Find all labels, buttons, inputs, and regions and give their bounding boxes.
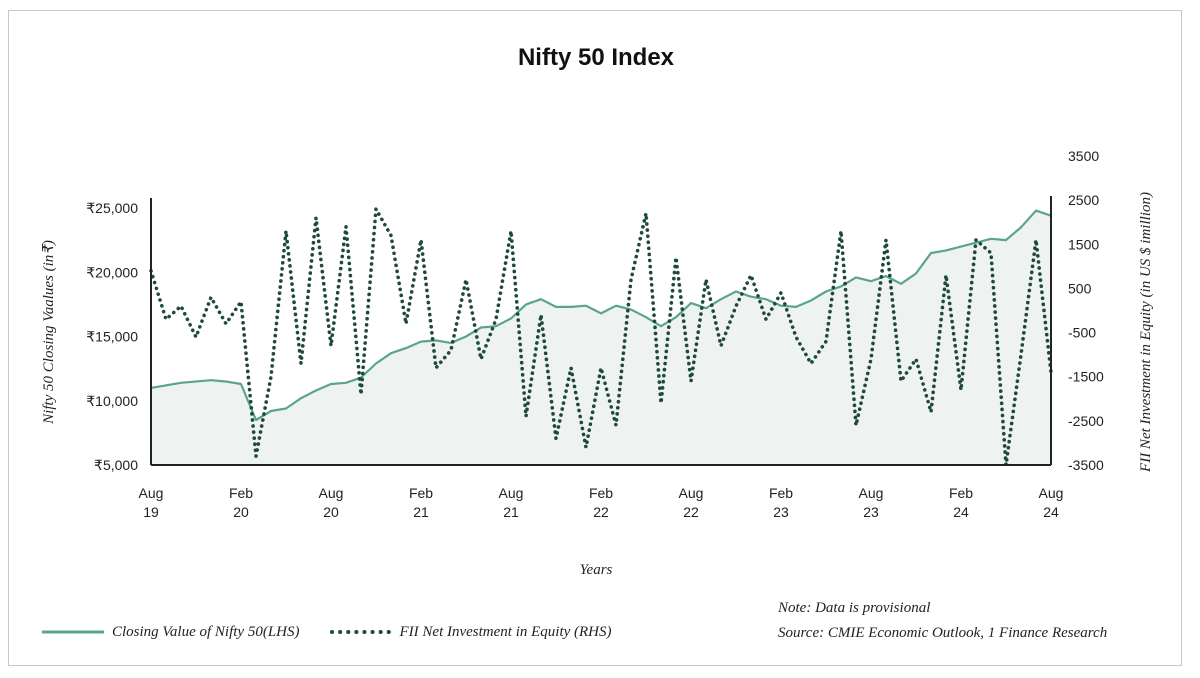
legend-item-fii: FII Net Investment in Equity (RHS) [329, 623, 612, 641]
source-text: Source: CMIE Economic Outlook, 1 Finance… [778, 625, 1108, 641]
right-axis-label: FII Net Investment in Equity (in US $ im… [1138, 192, 1154, 473]
right-tick-label: 2500 [1068, 192, 1099, 208]
right-tick-label: 3500 [1068, 148, 1099, 164]
left-tick-label: ₹5,000 [94, 457, 138, 473]
x-tick-label: Aug [1039, 485, 1064, 501]
x-tick-label: 23 [773, 504, 789, 520]
chart-title: Nifty 50 Index [517, 44, 675, 71]
chart-notes: Note: Data is provisional Source: CMIE E… [778, 596, 1107, 646]
left-tick-label: ₹10,000 [86, 393, 138, 409]
nifty-area [151, 210, 1051, 465]
left-tick-label: ₹25,000 [86, 200, 138, 216]
right-tick-label: -1500 [1068, 369, 1104, 385]
right-tick-label: -3500 [1068, 457, 1104, 473]
legend-item-nifty: Closing Value of Nifty 50(LHS) [42, 624, 300, 641]
left-tick-label: ₹20,000 [86, 264, 138, 280]
x-tick-label: 20 [323, 504, 339, 520]
x-tick-label: 23 [863, 504, 879, 520]
left-tick-label: ₹15,000 [86, 329, 138, 345]
x-tick-label: 19 [143, 504, 159, 520]
x-axis-label: Years [580, 562, 613, 578]
legend-swatch-solid [42, 630, 104, 634]
nifty-line [150, 209, 1052, 422]
right-tick-label: 500 [1068, 280, 1092, 296]
x-tick-label: 20 [233, 504, 249, 520]
note-text: Note: Data is provisional [778, 600, 931, 616]
x-tick-label: Feb [949, 485, 973, 501]
x-tick-label: Aug [139, 485, 164, 501]
legend-label-fii: FII Net Investment in Equity (RHS) [399, 623, 612, 640]
x-tick-label: 22 [683, 504, 699, 520]
x-tick-label: Aug [859, 485, 884, 501]
x-tick-label: Feb [769, 485, 793, 501]
chart-legend: Closing Value of Nifty 50(LHS) FII Net I… [42, 620, 642, 644]
legend-swatch-dotted [329, 630, 392, 634]
legend-label-nifty: Closing Value of Nifty 50(LHS) [112, 623, 300, 640]
left-axis-label: Nifty 50 Closing Vaalues (in₹) [41, 240, 57, 425]
right-tick-label: 1500 [1068, 236, 1099, 252]
x-tick-label: 24 [1043, 504, 1059, 520]
x-tick-label: 21 [503, 504, 519, 520]
x-tick-label: Feb [409, 485, 433, 501]
x-tick-label: Aug [319, 485, 344, 501]
fii-dotted-line [149, 207, 1053, 467]
x-tick-label: Aug [679, 485, 704, 501]
x-tick-label: Feb [229, 485, 253, 501]
x-tick-label: Aug [499, 485, 524, 501]
x-tick-label: 21 [413, 504, 429, 520]
right-tick-label: -500 [1068, 325, 1096, 341]
right-tick-label: -2500 [1068, 413, 1104, 429]
x-tick-label: 22 [593, 504, 609, 520]
x-tick-label: Feb [589, 485, 613, 501]
x-tick-label: 24 [953, 504, 969, 520]
